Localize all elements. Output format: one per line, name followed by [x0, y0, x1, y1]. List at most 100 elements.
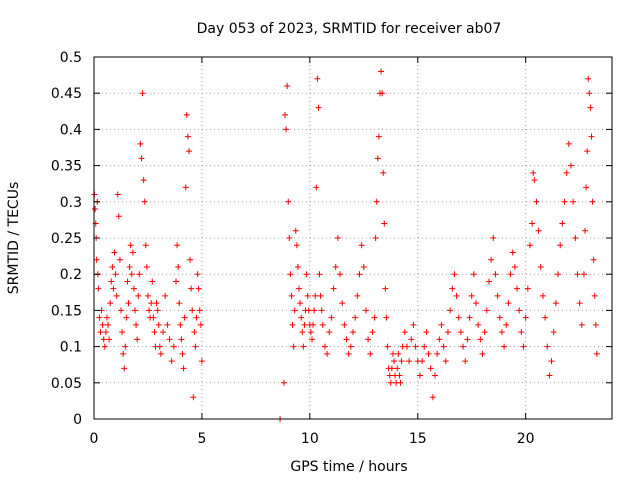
data-point [115, 213, 122, 220]
data-point [347, 343, 354, 350]
data-point [304, 292, 311, 299]
data-point [307, 329, 314, 336]
data-point [190, 394, 197, 401]
data-point [166, 336, 173, 343]
data-point [286, 235, 293, 241]
data-point [113, 292, 120, 299]
data-point [192, 343, 199, 350]
data-point [173, 278, 180, 285]
data-point [457, 329, 464, 336]
data-point [297, 300, 304, 307]
data-point [285, 198, 292, 205]
data-point [447, 307, 454, 314]
data-point [123, 314, 130, 321]
data-point [149, 278, 156, 285]
data-point [187, 256, 194, 263]
data-point [316, 271, 323, 278]
data-point [141, 198, 148, 205]
data-point [290, 343, 297, 350]
data-point [578, 321, 585, 328]
data-point [397, 379, 404, 386]
data-point [298, 314, 305, 321]
data-point [125, 300, 132, 307]
data-point [183, 111, 190, 118]
data-point [334, 235, 341, 241]
data-point [516, 307, 523, 314]
y-tick-label: 0.5 [60, 50, 82, 66]
data-point [524, 285, 531, 292]
data-point [124, 278, 131, 285]
data-point [150, 314, 157, 321]
data-point [134, 336, 141, 343]
data-point [301, 321, 308, 328]
data-point [140, 177, 147, 184]
data-point [144, 292, 151, 299]
data-point [438, 321, 445, 328]
data-point [157, 350, 164, 357]
data-point [479, 350, 486, 357]
data-point [111, 249, 118, 256]
data-point [421, 343, 428, 350]
y-tick-label: 0.05 [51, 376, 82, 392]
data-point [384, 343, 391, 350]
data-point [287, 271, 294, 278]
data-point [153, 300, 160, 307]
data-point [565, 140, 572, 147]
data-point [324, 350, 331, 357]
x-tick-label: 10 [301, 431, 319, 447]
data-point [398, 358, 405, 365]
y-tick-label: 0.1 [60, 340, 82, 356]
data-point [557, 242, 564, 249]
data-point [365, 336, 372, 343]
data-point [550, 329, 557, 336]
data-point [133, 321, 140, 328]
data-point [592, 321, 599, 328]
data-point [138, 155, 145, 162]
data-point [360, 263, 367, 270]
data-point [318, 307, 325, 314]
data-point [280, 379, 287, 386]
data-point [314, 75, 321, 82]
data-point [103, 314, 110, 321]
data-point [572, 235, 579, 241]
data-point [403, 343, 410, 350]
data-point [139, 90, 146, 97]
data-point [142, 242, 149, 249]
data-point [449, 285, 456, 292]
data-point [343, 336, 350, 343]
data-point [382, 285, 389, 292]
data-point [593, 350, 600, 357]
data-point [451, 271, 458, 278]
data-point [511, 263, 518, 270]
data-point [498, 329, 505, 336]
data-point [391, 358, 398, 365]
data-point [570, 198, 577, 205]
y-tick-label: 0.3 [60, 195, 82, 211]
data-point [436, 336, 443, 343]
data-point [518, 329, 525, 336]
data-point [193, 314, 200, 321]
data-point [533, 198, 540, 205]
data-point [552, 300, 559, 307]
data-point [168, 358, 175, 365]
data-point [112, 271, 119, 278]
data-point [374, 155, 381, 162]
data-point [580, 271, 587, 278]
data-point [378, 68, 385, 75]
data-point [546, 372, 553, 379]
data-point [341, 321, 348, 328]
x-tick-labels: 0 5 10 15 20 [90, 431, 535, 447]
data-point [196, 307, 203, 314]
data-point [177, 321, 184, 328]
y-tick-label: 0.45 [51, 86, 82, 102]
data-point [509, 249, 516, 256]
data-point [483, 307, 490, 314]
data-point [108, 278, 115, 285]
data-point [386, 372, 393, 379]
data-point [412, 343, 419, 350]
series-srmtid [91, 68, 600, 422]
data-point [379, 90, 386, 97]
data-point [162, 292, 169, 299]
data-point [110, 285, 117, 292]
y-tick-label: 0.4 [60, 122, 82, 138]
